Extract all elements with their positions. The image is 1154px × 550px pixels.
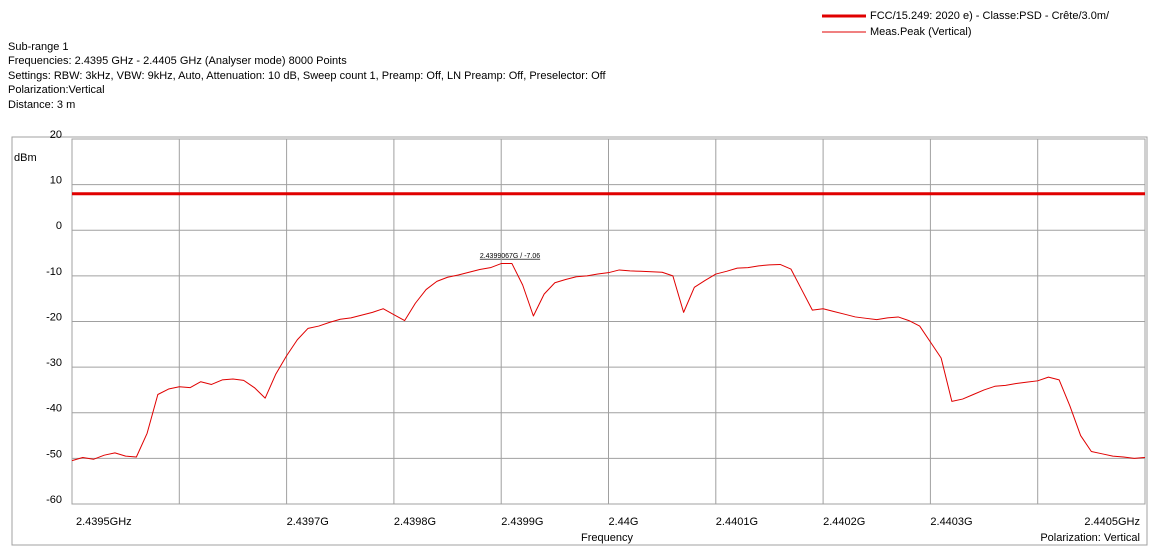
y-tick-label: -30 <box>46 357 62 369</box>
x-tick-label: 2.4401G <box>716 516 758 528</box>
header-line: Distance: 3 m <box>8 99 75 111</box>
y-tick-label: -20 <box>46 311 62 323</box>
y-tick-label: -10 <box>46 266 62 278</box>
y-tick-label: -40 <box>46 403 62 415</box>
x-tick-label: 2.4403G <box>930 516 972 528</box>
x-tick-label: 2.4405GHz <box>1084 516 1140 528</box>
y-tick-label: 0 <box>56 220 62 232</box>
x-tick-label: 2.4398G <box>394 516 436 528</box>
header-line: Frequencies: 2.4395 GHz - 2.4405 GHz (An… <box>8 55 347 67</box>
x-tick-label: 2.4399G <box>501 516 543 528</box>
header-line: Settings: RBW: 3kHz, VBW: 9kHz, Auto, At… <box>8 70 606 82</box>
x-tick-label: 2.4397G <box>287 516 329 528</box>
marker-annotation: 2.4399067G / -7.06 <box>480 253 540 260</box>
x-tick-label: 2.4395GHz <box>76 516 132 528</box>
y-tick-label: -50 <box>46 448 62 460</box>
trace-line <box>71 263 1146 462</box>
y-tick-label: 20 <box>50 129 62 141</box>
y-axis-label: dBm <box>14 152 37 164</box>
legend-label: Meas.Peak (Vertical) <box>870 26 971 38</box>
y-tick-label: 10 <box>50 175 62 187</box>
legend-label: FCC/15.249: 2020 e) - Classe:PSD - Crête… <box>870 10 1110 22</box>
header-line: Polarization:Vertical <box>8 84 105 96</box>
header-title: Sub-range 1 <box>8 41 69 53</box>
x-axis-label: Frequency <box>581 532 633 544</box>
x-note: Polarization: Vertical <box>1040 532 1140 544</box>
frame <box>11 136 1148 546</box>
y-tick-label: -60 <box>46 494 62 506</box>
x-tick-label: 2.44G <box>609 516 639 528</box>
x-tick-label: 2.4402G <box>823 516 865 528</box>
